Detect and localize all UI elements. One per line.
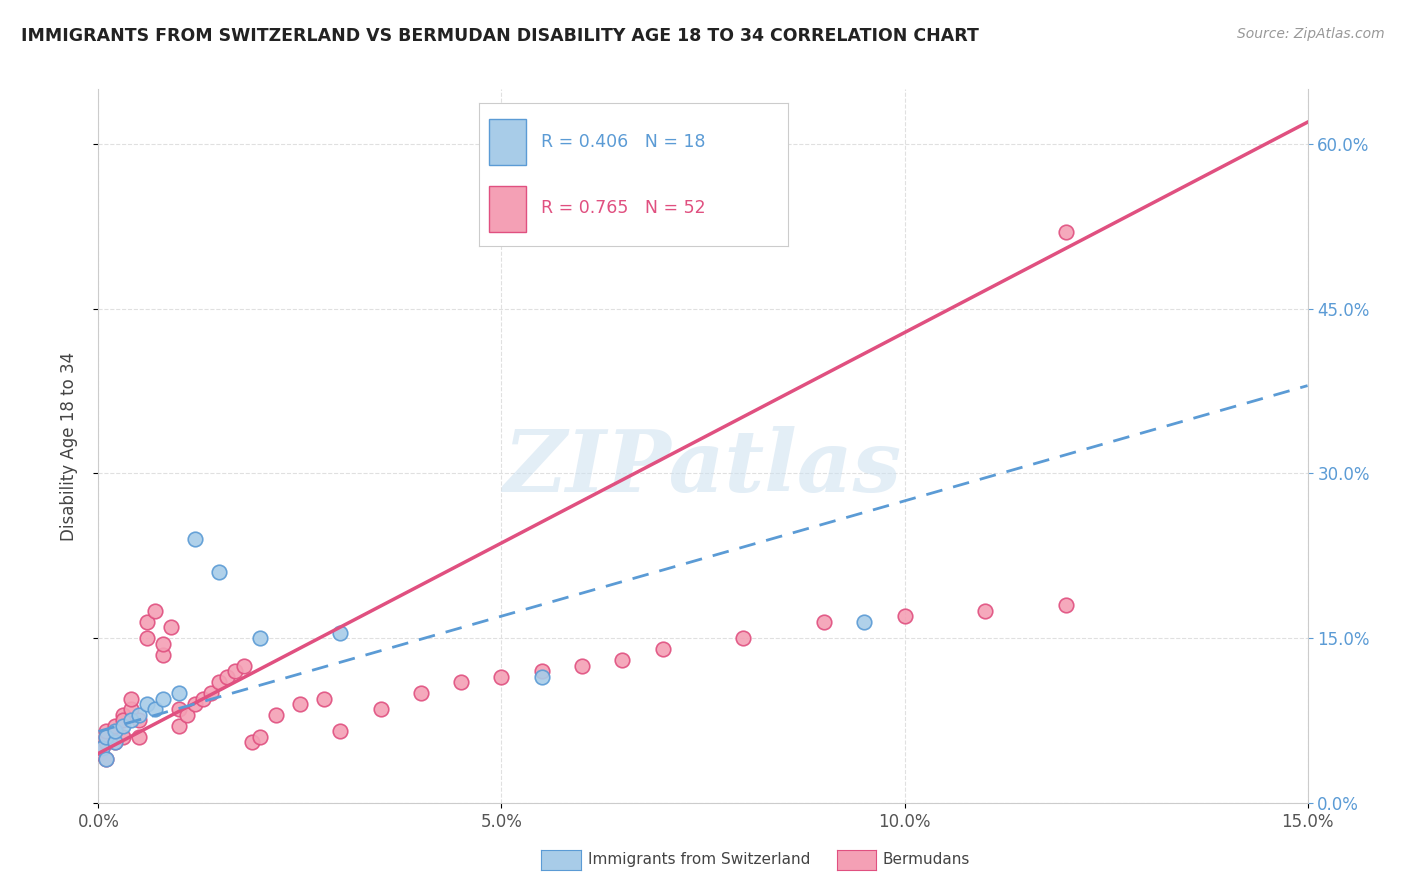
Point — [143, 604, 166, 618]
Point — [128, 714, 150, 728]
Point — [91, 740, 114, 755]
Point — [160, 620, 183, 634]
Point — [612, 653, 634, 667]
Point — [208, 566, 231, 580]
Point — [184, 533, 207, 547]
Point — [450, 675, 472, 690]
Point — [135, 631, 157, 645]
Point — [96, 730, 118, 744]
Text: Immigrants from Switzerland: Immigrants from Switzerland — [588, 853, 810, 867]
Point — [249, 730, 271, 744]
Text: Source: ZipAtlas.com: Source: ZipAtlas.com — [1237, 27, 1385, 41]
Point — [103, 735, 125, 749]
Point — [167, 719, 190, 733]
Point — [103, 719, 125, 733]
Point — [288, 697, 311, 711]
Point — [240, 735, 263, 749]
Point — [111, 708, 134, 723]
Point — [184, 697, 207, 711]
Point — [111, 714, 134, 728]
Point — [370, 702, 392, 716]
Point — [167, 686, 190, 700]
Text: ZIPatlas: ZIPatlas — [503, 425, 903, 509]
Point — [491, 669, 513, 683]
Point — [409, 686, 432, 700]
Point — [329, 724, 352, 739]
Point — [152, 637, 174, 651]
Point — [120, 691, 142, 706]
Point — [893, 609, 915, 624]
Point — [813, 615, 835, 629]
Y-axis label: Disability Age 18 to 34: Disability Age 18 to 34 — [59, 351, 77, 541]
Point — [96, 730, 118, 744]
Point — [120, 714, 142, 728]
Point — [128, 708, 150, 723]
Point — [733, 631, 755, 645]
Point — [200, 686, 222, 700]
Point — [232, 658, 254, 673]
Point — [974, 604, 997, 618]
Point — [264, 708, 287, 723]
Point — [176, 708, 198, 723]
Point — [530, 664, 553, 678]
Point — [89, 747, 111, 761]
Point — [91, 740, 114, 755]
Point — [152, 691, 174, 706]
Text: Bermudans: Bermudans — [883, 853, 970, 867]
Point — [111, 730, 134, 744]
Point — [530, 669, 553, 683]
Point — [1054, 225, 1077, 239]
Point — [135, 697, 157, 711]
Point — [103, 724, 125, 739]
Point — [314, 691, 336, 706]
Point — [103, 724, 125, 739]
Point — [249, 631, 271, 645]
Point — [135, 615, 157, 629]
Point — [143, 702, 166, 716]
Point — [329, 625, 352, 640]
Point — [96, 752, 118, 766]
Point — [152, 648, 174, 662]
Point — [853, 615, 876, 629]
Point — [111, 719, 134, 733]
Text: IMMIGRANTS FROM SWITZERLAND VS BERMUDAN DISABILITY AGE 18 TO 34 CORRELATION CHAR: IMMIGRANTS FROM SWITZERLAND VS BERMUDAN … — [21, 27, 979, 45]
Point — [217, 669, 239, 683]
Point — [96, 724, 118, 739]
Point — [193, 691, 215, 706]
Point — [224, 664, 246, 678]
Point — [96, 735, 118, 749]
Point — [571, 658, 593, 673]
Point — [120, 702, 142, 716]
Point — [103, 735, 125, 749]
Point — [208, 675, 231, 690]
Point — [1054, 598, 1077, 612]
Point — [651, 642, 673, 657]
Point — [167, 702, 190, 716]
Point — [96, 752, 118, 766]
Point — [128, 730, 150, 744]
